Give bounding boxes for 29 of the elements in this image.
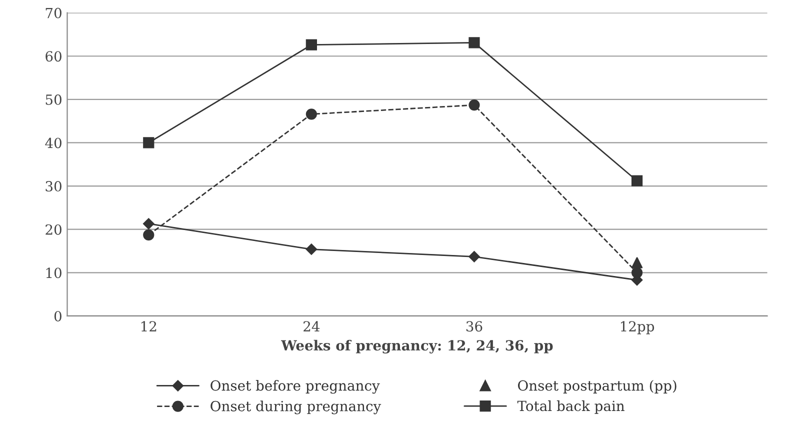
x-tick-label: 36 — [466, 321, 482, 332]
point — [631, 257, 643, 268]
legend-label: Total back pain — [517, 400, 624, 414]
y-tick-label: 0 — [54, 310, 62, 322]
y-tick-label: 10 — [46, 268, 62, 278]
point — [631, 175, 643, 186]
point — [631, 267, 643, 278]
y-tick-label: 30 — [46, 181, 62, 192]
x-axis-title: Weeks of pregnancy: 12, 24, 36, pp — [281, 340, 553, 354]
y-tick-label: 50 — [46, 94, 62, 105]
point — [468, 37, 480, 48]
legend-label: Onset during pregnancy — [210, 400, 382, 414]
legend-label: Onset before pregnancy — [210, 380, 380, 394]
legend-label: Onset postpartum (pp) — [518, 380, 676, 394]
point — [468, 251, 480, 262]
x-tick-label: 12pp — [621, 321, 654, 334]
point — [143, 218, 154, 230]
y-tick-label: 70 — [46, 8, 62, 18]
point — [143, 229, 154, 241]
y-tick-label: 40 — [45, 138, 62, 148]
point — [143, 137, 154, 148]
y-tick-label: 60 — [46, 51, 62, 62]
point — [306, 244, 318, 255]
point — [306, 39, 317, 50]
y-tick-label: 20 — [46, 224, 62, 235]
point — [306, 108, 317, 120]
point — [468, 100, 480, 111]
x-tick-label: 24 — [304, 321, 320, 332]
x-tick-label: 12 — [141, 321, 156, 332]
